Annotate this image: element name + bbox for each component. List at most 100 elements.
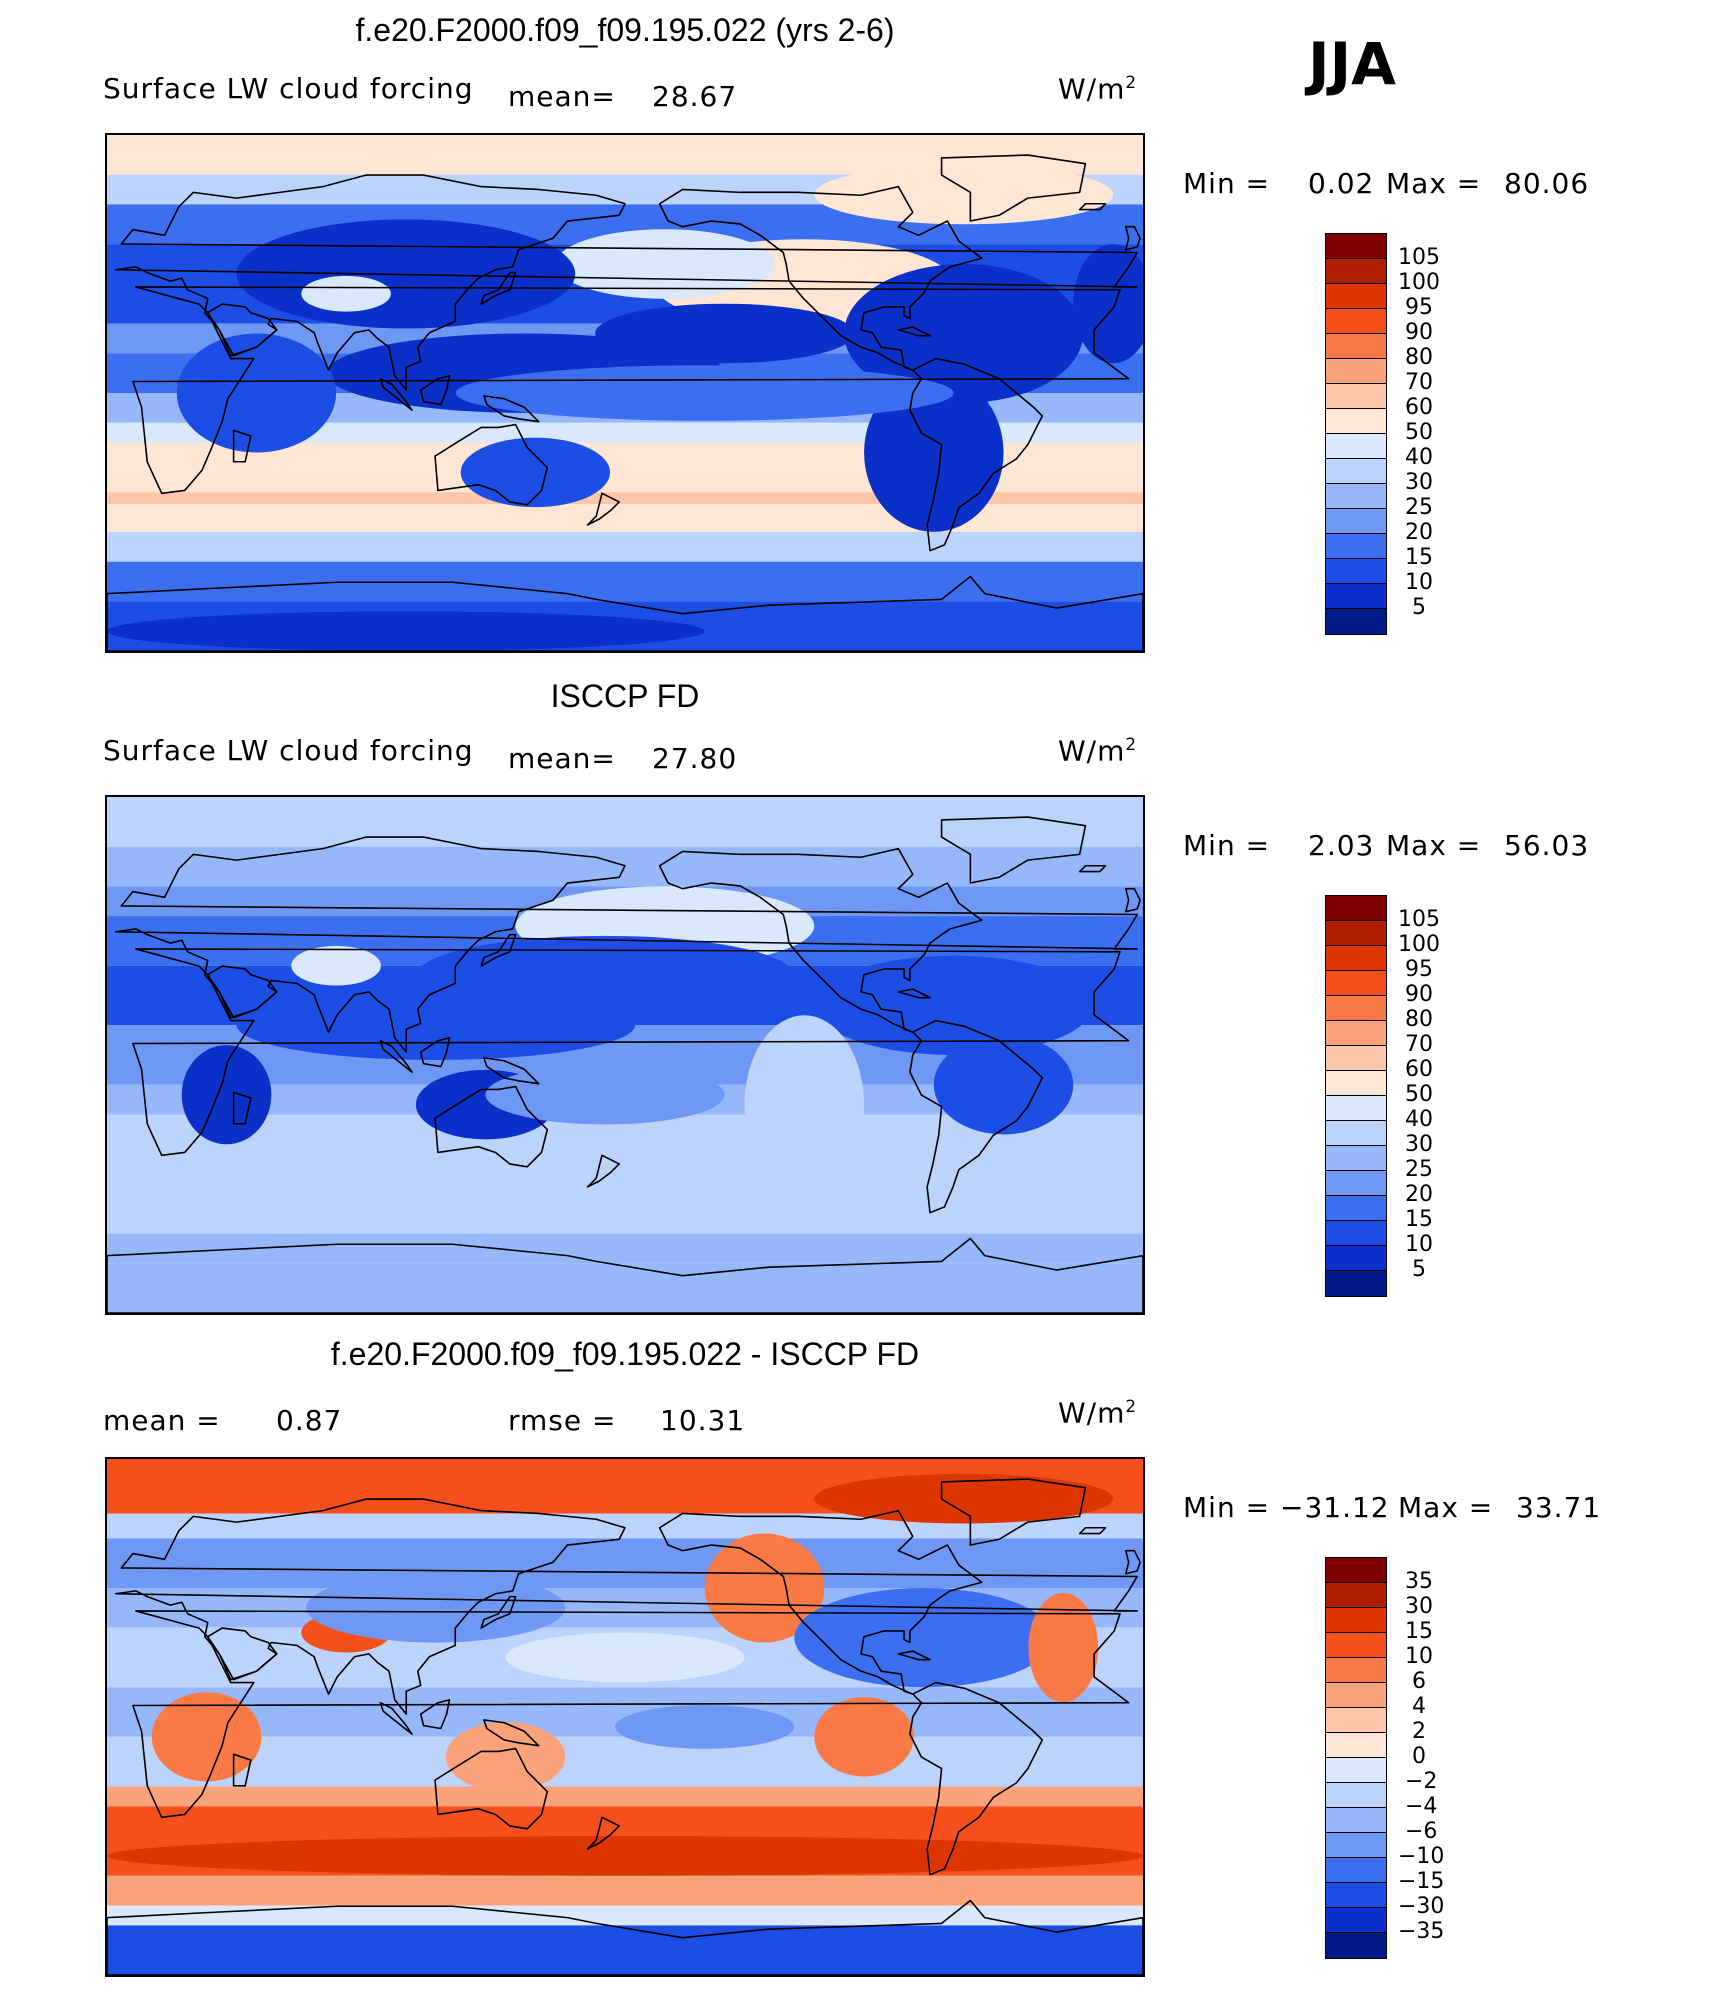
panel3-mean-value: 0.87: [276, 1404, 343, 1437]
colorbar-swatch: [1326, 1171, 1386, 1196]
map-field-patch: [107, 1875, 1143, 1906]
colorbar-tick-label: 10: [1405, 1644, 1433, 1669]
colorbar-swatch: [1326, 946, 1386, 971]
map-field-patch: [1073, 244, 1143, 364]
colorbar-swatch: [1326, 384, 1386, 409]
colorbar-tick-label: 2: [1412, 1719, 1426, 1744]
panel2-colorbar: [1325, 895, 1387, 1297]
panel3-max-label: Max =: [1398, 1491, 1494, 1524]
coastline: [419, 375, 451, 406]
colorbar-swatch: [1326, 1246, 1386, 1271]
panel2-map-svg: [107, 797, 1143, 1313]
panel1-units: W/m2: [1058, 72, 1138, 106]
colorbar-tick-label: −10: [1398, 1844, 1445, 1869]
coastline: [940, 154, 1087, 222]
panel1-mean-label: mean=: [508, 80, 616, 113]
colorbar-tick-label: 95: [1405, 295, 1433, 320]
colorbar-swatch: [1326, 1558, 1386, 1583]
colorbar-swatch: [1326, 921, 1386, 946]
panel1-min-label: Min =: [1183, 167, 1271, 200]
map-field-patch: [107, 1925, 1143, 1975]
map-field-patch: [107, 492, 1143, 505]
coastline: [586, 1816, 621, 1850]
map-field-patch: [291, 945, 381, 986]
panel2-mean-value: 27.80: [652, 742, 738, 775]
panel3-units: W/m2: [1058, 1396, 1138, 1430]
map-field-patch: [107, 561, 1143, 602]
panel2-max-label: Max =: [1386, 829, 1482, 862]
colorbar-tick-label: 95: [1405, 957, 1433, 982]
colorbar-tick-label: 4: [1412, 1694, 1426, 1719]
coastline: [434, 1085, 549, 1168]
colorbar-swatch: [1326, 996, 1386, 1021]
colorbar-tick-label: 25: [1405, 495, 1433, 520]
panel1-max-value: 80.06: [1504, 167, 1590, 200]
panel1-min-value: 0.02: [1308, 167, 1375, 200]
map-field-patch: [107, 797, 1143, 847]
map-field-patch: [107, 1263, 1143, 1313]
map-field-patch: [933, 1035, 1074, 1135]
colorbar-swatch: [1326, 1808, 1386, 1833]
coastline: [107, 575, 1143, 651]
colorbar-swatch: [1326, 1271, 1386, 1296]
coastline: [206, 965, 278, 1019]
colorbar-tick-label: 30: [1405, 470, 1433, 495]
coastline: [1078, 1526, 1107, 1535]
colorbar-swatch: [1326, 1046, 1386, 1071]
map-field-patch: [1028, 1592, 1099, 1703]
coastline: [379, 1039, 413, 1073]
coastline: [114, 1498, 1139, 1715]
coastline: [419, 1037, 451, 1068]
coastline: [1078, 202, 1107, 211]
panel3-min-label: Min =: [1183, 1491, 1271, 1524]
map-field-patch: [107, 1736, 1143, 1787]
colorbar-tick-label: 20: [1405, 520, 1433, 545]
colorbar-tick-label: 70: [1405, 370, 1433, 395]
coastline: [940, 1478, 1087, 1546]
panel1-mean-value: 28.67: [652, 80, 738, 113]
coastline: [658, 847, 983, 1033]
panel1-map: [105, 133, 1145, 653]
coastline: [232, 1753, 252, 1787]
map-field-patch: [301, 275, 391, 312]
colorbar-swatch: [1326, 1071, 1386, 1096]
coastline: [897, 326, 931, 337]
colorbar-swatch: [1326, 1908, 1386, 1933]
coastline: [909, 1019, 1044, 1214]
colorbar-tick-label: 40: [1405, 445, 1433, 470]
colorbar-swatch: [1326, 1683, 1386, 1708]
coastline: [107, 1899, 1143, 1975]
panel2-min-label: Min =: [1183, 829, 1271, 862]
coastline: [483, 395, 540, 423]
season-label: JJA: [1308, 30, 1397, 98]
coastline: [114, 174, 1139, 391]
map-field-patch: [814, 955, 1094, 1055]
colorbar-swatch: [1326, 1196, 1386, 1221]
colorbar-tick-label: 90: [1405, 320, 1433, 345]
map-field-patch: [236, 990, 635, 1060]
coastline: [379, 377, 413, 411]
map-field-patch: [107, 1114, 1143, 1234]
colorbar-swatch: [1326, 1783, 1386, 1808]
panel2-title: ISCCP FD: [550, 678, 700, 714]
colorbar-swatch: [1326, 534, 1386, 559]
colorbar-swatch: [1326, 896, 1386, 921]
coastline: [586, 492, 621, 526]
coastline: [1124, 887, 1141, 913]
colorbar-tick-label: 80: [1405, 1007, 1433, 1032]
colorbar-tick-label: 25: [1405, 1157, 1433, 1182]
colorbar-tick-label: −15: [1398, 1869, 1445, 1894]
panel2-map: [105, 795, 1145, 1315]
coastline: [480, 1595, 517, 1629]
colorbar-swatch: [1326, 1021, 1386, 1046]
map-field-patch: [794, 1588, 1054, 1688]
colorbar-swatch: [1326, 1096, 1386, 1121]
coastline: [434, 423, 549, 506]
map-field-patch: [814, 1473, 1114, 1524]
panel1-max-label: Max =: [1386, 167, 1482, 200]
colorbar-swatch: [1326, 1146, 1386, 1171]
map-field-patch: [107, 1836, 1143, 1876]
colorbar-tick-label: 90: [1405, 982, 1433, 1007]
colorbar-tick-label: 15: [1405, 1207, 1433, 1232]
colorbar-tick-label: 10: [1405, 570, 1433, 595]
